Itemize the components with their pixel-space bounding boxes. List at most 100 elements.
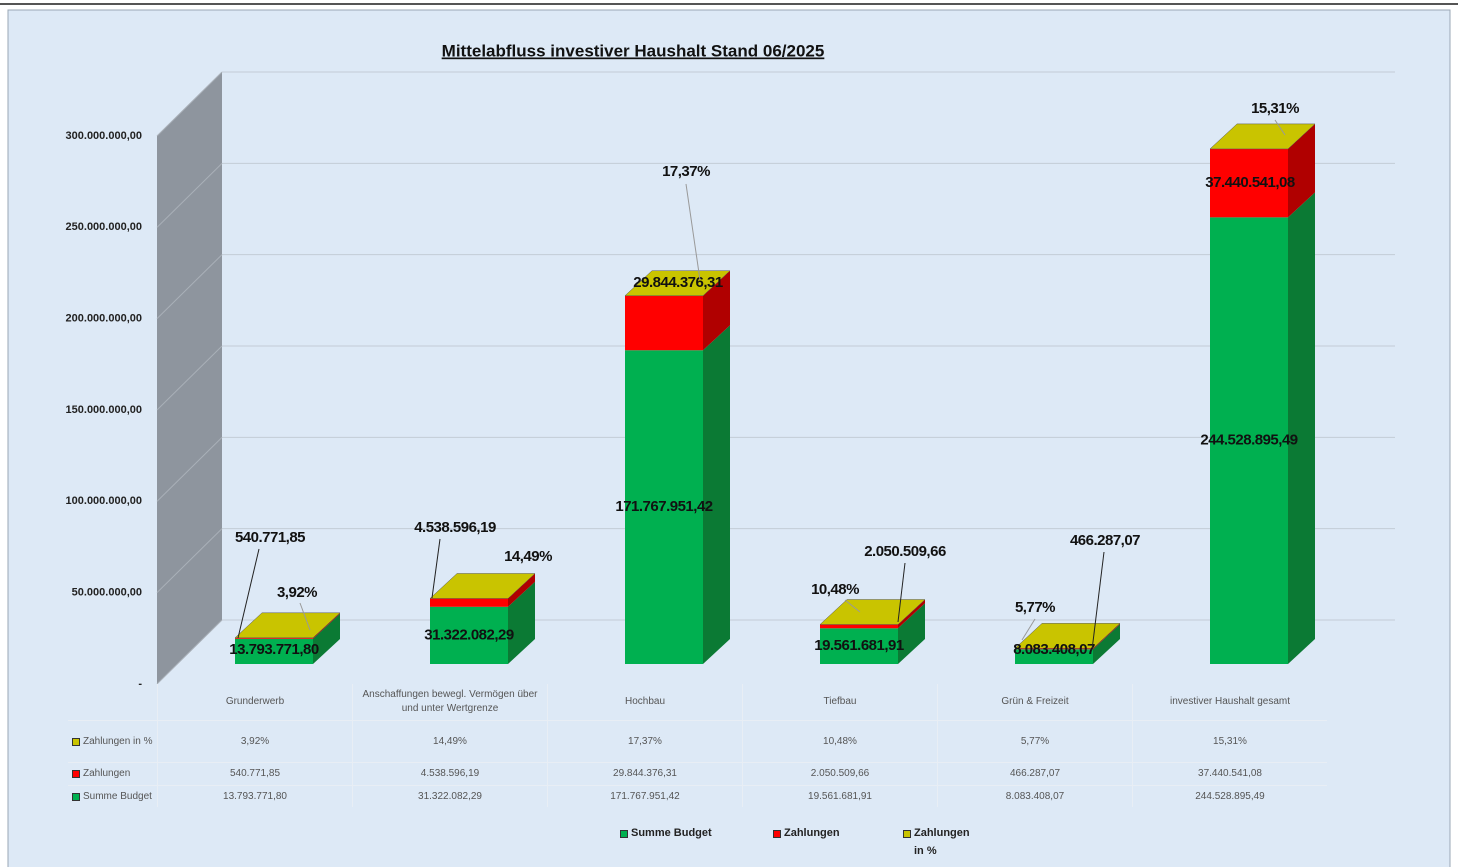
- wall-grid-line: [156, 71, 223, 137]
- table-cell: 5,77%: [937, 720, 1132, 762]
- table-cell: 37.440.541,08: [1132, 762, 1327, 785]
- leader-line: [844, 599, 861, 613]
- table-cell: 244.528.895,49: [1132, 785, 1327, 807]
- data-label: 31.322.082,29: [424, 626, 514, 643]
- bar-top: [1209, 123, 1316, 150]
- legend-key: [72, 770, 80, 778]
- table-header: investiver Haushalt gesamt: [1132, 684, 1327, 720]
- table-cell: 31.322.082,29: [352, 785, 547, 807]
- legend-entry: Zahlungen: [773, 824, 893, 842]
- bar-side: [508, 573, 535, 607]
- table-header: Hochbau: [547, 684, 742, 720]
- bar-side: [703, 325, 730, 664]
- table-header: Grün & Freizeit: [937, 684, 1132, 720]
- bar-side: [898, 599, 925, 629]
- y-tick-label: -: [138, 678, 142, 690]
- legend-key: [773, 830, 781, 838]
- bar-top: [624, 270, 731, 296]
- bar-segment: [820, 624, 898, 629]
- bar-top: [234, 612, 341, 639]
- bar-segment: [625, 295, 703, 351]
- leader-line: [1274, 119, 1286, 136]
- bar-segment: [235, 637, 313, 639]
- bar-segment: [235, 638, 313, 664]
- data-label: 17,37%: [662, 163, 710, 180]
- row-label-text: Zahlungen in %: [83, 735, 153, 747]
- table-cell: 4.538.596,19: [352, 762, 547, 785]
- data-label: 10,48%: [811, 581, 859, 598]
- data-label: 37.440.541,08: [1205, 174, 1295, 191]
- data-label: 171.767.951,42: [615, 498, 712, 515]
- y-tick-label: 250.000.000,00: [66, 221, 142, 233]
- data-label: 3,92%: [277, 584, 317, 601]
- wall-grid-line: [156, 162, 223, 228]
- table-cell: 15,31%: [1132, 720, 1327, 762]
- table-row-label: Summe Budget: [68, 785, 157, 807]
- bar-segment: [820, 628, 898, 664]
- chart-title: Mittelabfluss investiver Haushalt Stand …: [442, 41, 825, 60]
- data-label: 540.771,85: [235, 529, 305, 546]
- table-cell: 2.050.509,66: [742, 762, 937, 785]
- table-cell: 466.287,07: [937, 762, 1132, 785]
- y-tick-label: 50.000.000,00: [72, 587, 142, 599]
- legend-label: Summe Budget: [631, 827, 712, 839]
- bar-segment: [1210, 217, 1288, 665]
- y-tick-label: 150.000.000,00: [66, 404, 142, 416]
- table-cell: 10,48%: [742, 720, 937, 762]
- data-label: 4.538.596,19: [414, 519, 496, 536]
- wall-grid-line: [156, 345, 223, 411]
- data-label: 14,49%: [504, 548, 552, 565]
- wall-grid-line: [156, 436, 223, 502]
- data-label: 8.083.408,07: [1013, 641, 1095, 658]
- data-label: 244.528.895,49: [1200, 432, 1297, 449]
- y-tick-label: 300.000.000,00: [66, 130, 142, 142]
- table-header: Tiefbau: [742, 684, 937, 720]
- bar-segment: [430, 606, 508, 664]
- legend-key: [72, 737, 80, 746]
- bar-side: [1093, 624, 1120, 664]
- data-label: 466.287,07: [1070, 532, 1140, 549]
- table-row-label: Zahlungen: [68, 762, 157, 785]
- legend-entry: Summe Budget: [620, 824, 740, 842]
- table-row-label: Zahlungen in %: [68, 720, 157, 762]
- leader-line: [1021, 618, 1036, 641]
- data-label: 2.050.509,66: [864, 543, 946, 560]
- table-header: Anschaffungen bewegl. Vermögen über und …: [352, 684, 547, 720]
- bar-segment: [625, 350, 703, 664]
- table-cell: 8.083.408,07: [937, 785, 1132, 807]
- wall-grid-line: [156, 528, 223, 594]
- table-cell: 171.767.951,42: [547, 785, 742, 807]
- leader-line: [299, 602, 311, 631]
- bar-side: [508, 581, 535, 664]
- y-tick-label: 100.000.000,00: [66, 495, 142, 507]
- leader-line: [1091, 551, 1105, 651]
- wall-grid-line: [156, 619, 223, 685]
- table-cell: 13.793.771,80: [157, 785, 352, 807]
- data-label: 15,31%: [1251, 100, 1299, 117]
- leader-line: [897, 562, 906, 623]
- bar-side: [898, 603, 925, 664]
- data-label: 13.793.771,80: [229, 641, 319, 658]
- data-label: 5,77%: [1015, 599, 1055, 616]
- bar-segment: [1015, 648, 1093, 650]
- y-tick-label: 200.000.000,00: [66, 313, 142, 325]
- row-label-text: Summe Budget: [83, 790, 152, 802]
- bar-segment: [1210, 148, 1288, 218]
- legend-label: Zahlungen in %: [914, 827, 970, 857]
- leader-line: [685, 183, 701, 281]
- bar-side: [1288, 192, 1315, 665]
- table-cell: 14,49%: [352, 720, 547, 762]
- row-label-text: Zahlungen: [83, 768, 131, 779]
- legend-key: [72, 792, 80, 801]
- bar-side: [1288, 123, 1315, 218]
- legend-key: [620, 830, 628, 838]
- bar-segment: [430, 598, 508, 607]
- table-cell: 17,37%: [547, 720, 742, 762]
- table-cell: 29.844.376,31: [547, 762, 742, 785]
- bar-top: [429, 573, 536, 599]
- leader-line: [431, 538, 441, 599]
- legend-entry: Zahlungen in %: [903, 824, 973, 860]
- wall-grid-line: [156, 254, 223, 320]
